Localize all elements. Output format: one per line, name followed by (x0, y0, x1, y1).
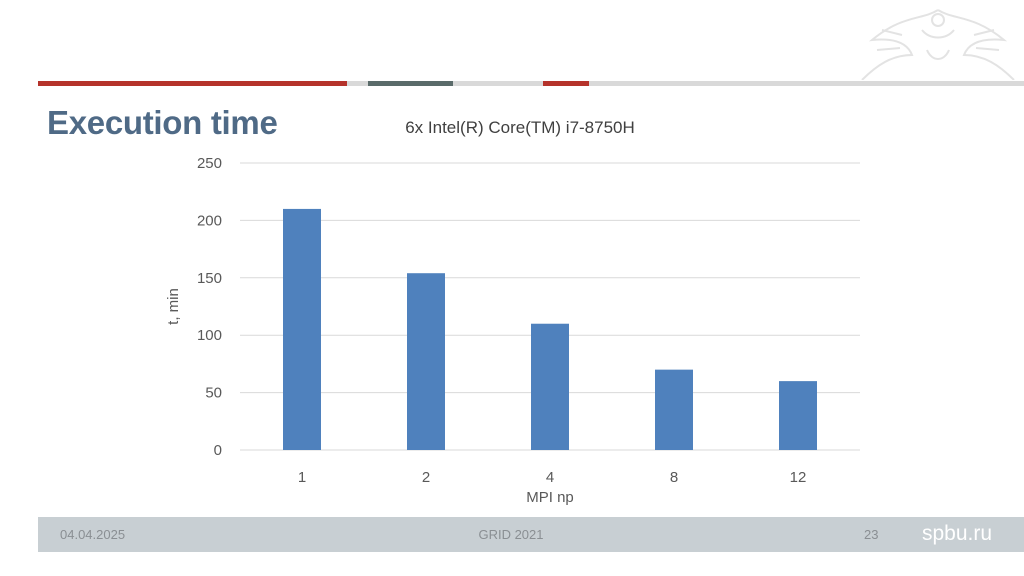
header-stripe-red (38, 81, 347, 86)
y-tick-label: 100 (197, 327, 222, 344)
y-axis-label: t, min (165, 288, 182, 325)
y-tick-label: 150 (197, 270, 222, 287)
x-tick-label: 4 (546, 469, 554, 486)
bar (655, 369, 693, 450)
footer-bar: 04.04.2025 GRID 2021 23 spbu.ru (38, 517, 1024, 552)
y-tick-label: 50 (205, 385, 222, 402)
bar (407, 273, 445, 450)
header-stripe-gray (368, 81, 453, 86)
x-tick-label: 8 (670, 469, 678, 486)
emblem-watermark-icon (861, 9, 1015, 80)
header-stripe-base (38, 81, 1024, 86)
footer-brand: spbu.ru (922, 522, 993, 545)
y-tick-label: 200 (197, 212, 222, 229)
x-tick-label: 1 (298, 469, 306, 486)
y-tick-label: 0 (214, 442, 222, 459)
bar (779, 381, 817, 450)
x-axis-label: MPI np (526, 489, 574, 506)
bar (283, 208, 321, 450)
x-tick-label: 2 (422, 469, 430, 486)
chart-title: 6x Intel(R) Core(TM) i7-8750H (405, 118, 635, 137)
y-tick-label: 250 (197, 155, 222, 172)
footer-date: 04.04.2025 (60, 527, 126, 542)
bar (531, 323, 569, 450)
x-tick-label: 12 (790, 469, 807, 486)
page-number: 23 (864, 527, 879, 542)
header-stripe-red-short (543, 81, 589, 86)
slide-title: Execution time (47, 104, 278, 141)
footer-event: GRID 2021 (478, 527, 544, 542)
